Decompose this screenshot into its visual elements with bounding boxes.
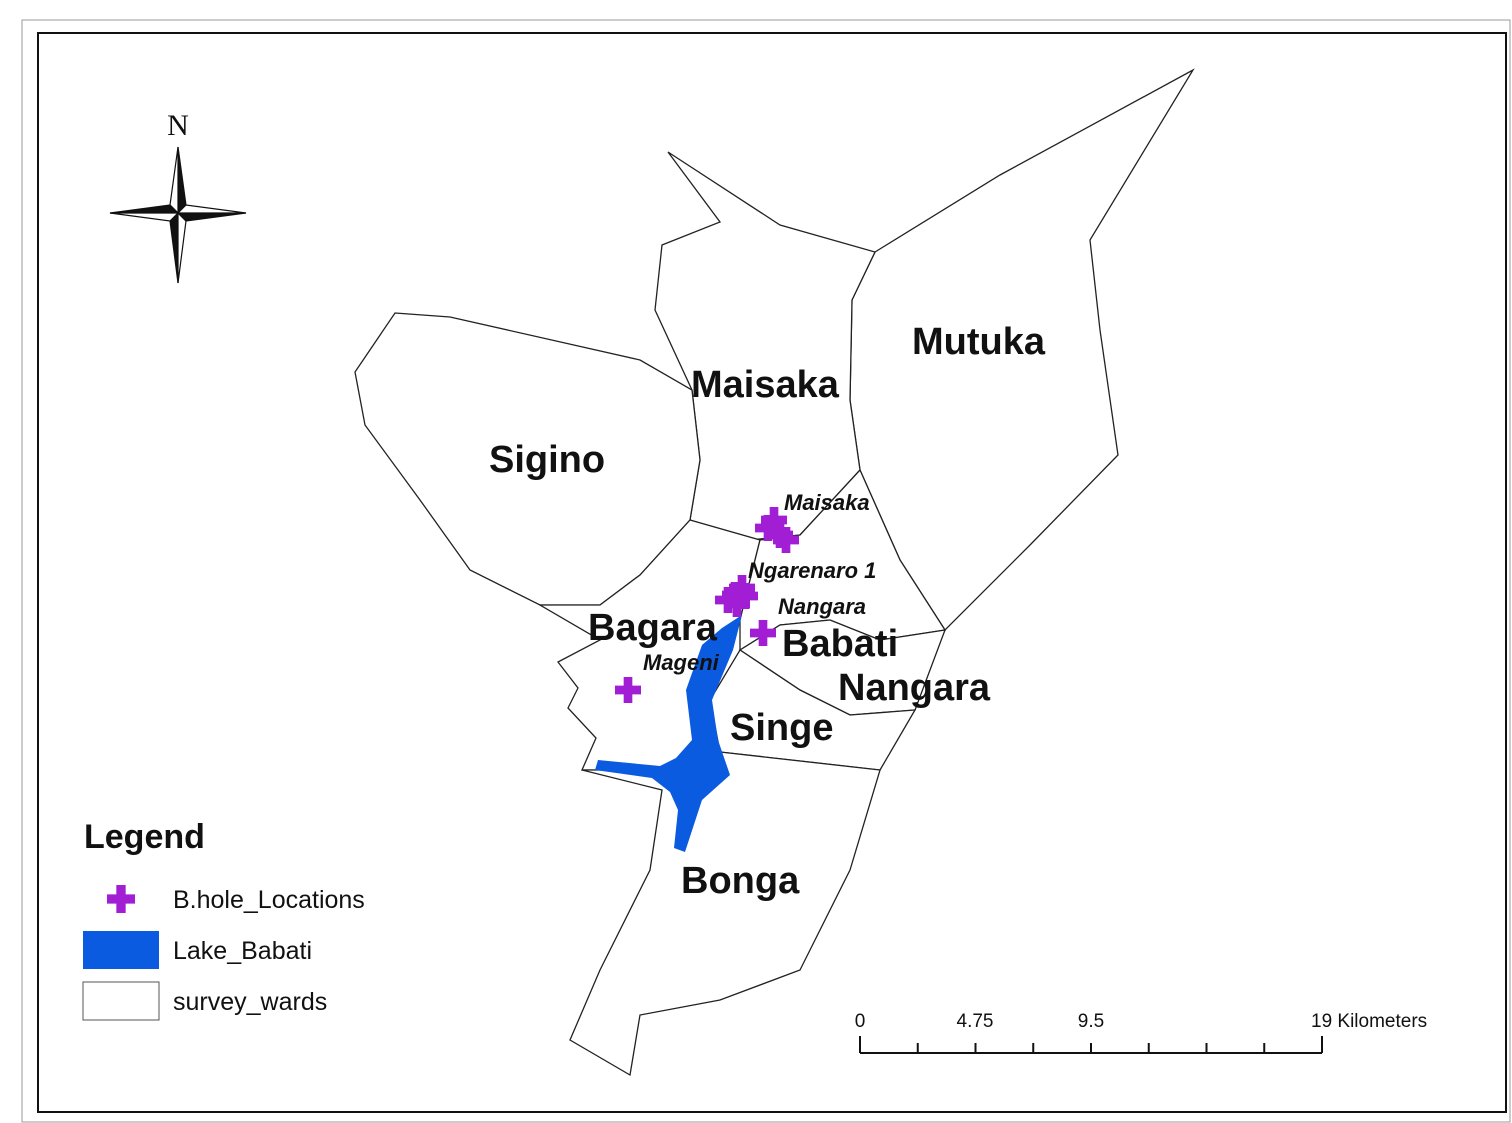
ward-label-singe: Singe (730, 707, 833, 749)
borehole-markers (615, 507, 800, 704)
ward-label-nangara: Nangara (838, 667, 991, 709)
borehole-marker-maisaka[interactable] (761, 507, 788, 534)
scale-bar: 0 4.75 9.5 19 Kilometers (855, 1011, 1427, 1054)
legend-label-lake: Lake_Babati (173, 937, 312, 965)
borehole-label-maisaka: Maisaka (784, 490, 870, 515)
borehole-label-ngarenaro-1: Ngarenaro 1 (748, 558, 876, 583)
north-label: N (167, 109, 189, 142)
legend-lake-symbol (83, 931, 159, 969)
borehole-marker-ngarenaro-1[interactable] (732, 583, 759, 610)
ward-label-sigino: Sigino (489, 439, 605, 481)
map-frame (37, 32, 1507, 1113)
lake-babati[interactable] (595, 615, 742, 852)
compass-rose-icon (109, 146, 247, 284)
borehole-label-mageni: Mageni (643, 650, 720, 675)
legend-borehole-symbol (106, 885, 135, 913)
legend-wards-symbol (82, 981, 160, 1021)
legend: Legend B.hole_Locations Lake_Babati surv… (82, 818, 365, 1021)
ward-label-maisaka: Maisaka (691, 364, 840, 406)
legend-title: Legend (84, 818, 205, 856)
ward-bonga[interactable] (569, 751, 881, 1077)
ward-label-bagara: Bagara (588, 607, 718, 649)
borehole-marker-nangara[interactable] (750, 620, 777, 647)
borehole-marker-ngarenaro-1[interactable] (724, 591, 751, 618)
scale-label-4-75: 4.75 (957, 1011, 994, 1032)
scale-label-19-km: 19 Kilometers (1311, 1011, 1427, 1032)
survey-wards-layer (354, 68, 1195, 1077)
ward-label-bonga: Bonga (681, 860, 800, 902)
north-arrow: N (109, 109, 247, 284)
scale-label-0: 0 (855, 1011, 866, 1032)
borehole-marker-maisaka[interactable] (767, 522, 794, 549)
outer-border (21, 19, 1511, 1123)
borehole-marker-maisaka[interactable] (755, 515, 782, 542)
legend-label-wards: survey_wards (173, 988, 327, 1016)
borehole-marker-maisaka[interactable] (773, 527, 800, 554)
legend-label-boreholes: B.hole_Locations (173, 886, 365, 914)
ward-label-babati: Babati (782, 623, 898, 665)
plus-icon[interactable] (106, 885, 135, 913)
borehole-label-nangara: Nangara (778, 594, 866, 619)
ward-label-mutuka: Mutuka (912, 321, 1046, 363)
scale-label-9-5: 9.5 (1078, 1011, 1104, 1032)
borehole-marker-mageni[interactable] (615, 677, 642, 704)
